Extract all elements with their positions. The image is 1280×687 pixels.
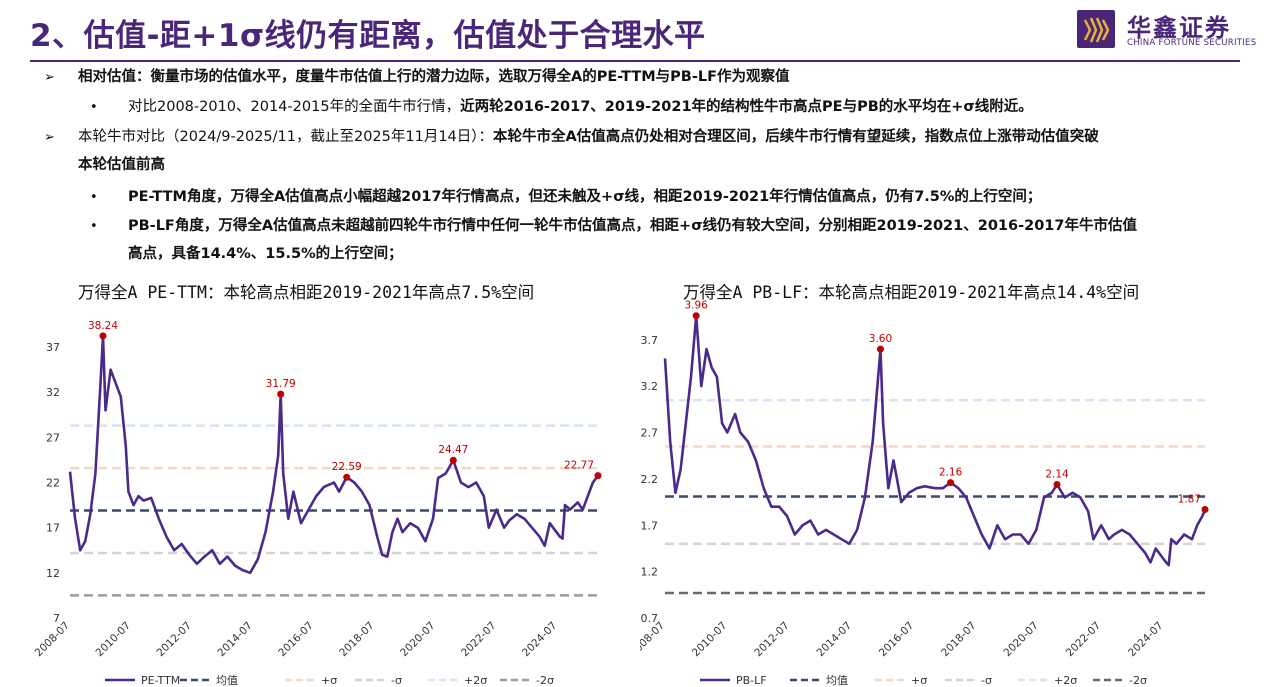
peak-marker: [343, 473, 351, 481]
peak-label: 22.77: [564, 460, 594, 472]
chart-title-pb: 万得全A PB-LF：本轮高点相距2019-2021年高点14.4%空间: [683, 283, 1140, 302]
peak-marker: [277, 390, 285, 398]
dot-bullet-icon: •: [90, 190, 98, 205]
peak-marker: [594, 472, 602, 480]
legend-label: -2σ: [536, 674, 554, 687]
y-tick-label: 3.7: [641, 334, 659, 347]
bullet-2-sub-2-cont: 高点，具备14.4%、15.5%的上行空间；: [128, 244, 403, 264]
x-tick-label: 2018-07: [939, 620, 979, 660]
bullet-2-bold: 本轮牛市全A估值高点仍处相对合理区间，后续牛市行情有望延续，指数点位上涨带动估值…: [493, 129, 1099, 145]
brand-logo-glyph: [1083, 17, 1110, 43]
x-tick-label: 2024-07: [1126, 620, 1166, 660]
dot-bullet-icon: •: [90, 100, 98, 115]
y-tick-label: 2.2: [641, 473, 659, 486]
header-rule: [30, 60, 1240, 62]
bullet-1-sub-plain: 对比2008-2010、2014-2015年的全面牛市行情，: [128, 99, 461, 115]
peak-marker: [99, 332, 107, 340]
bullet-2-sub-1-text: PE-TTM角度，万得全A估值高点小幅超越2017年行情高点，但还未触及+σ线，…: [128, 189, 1042, 205]
peak-label: 24.47: [438, 444, 468, 456]
bullet-1-sub: 对比2008-2010、2014-2015年的全面牛市行情，近两轮2016-20…: [128, 97, 1033, 117]
y-tick-label: 1.7: [641, 519, 659, 532]
y-tick-label: 0.7: [641, 612, 659, 625]
legend-label: +2σ: [464, 674, 487, 687]
x-tick-label: 2020-07: [1001, 620, 1041, 660]
peak-label: 1.87: [1178, 494, 1201, 506]
y-tick-label: 7: [53, 612, 60, 625]
peak-label: 2.14: [1045, 468, 1069, 480]
bullet-2-sub-2-text-cont: 高点，具备14.4%、15.5%的上行空间；: [128, 246, 403, 262]
x-tick-label: 2016-07: [877, 620, 917, 660]
series-line-1: [663, 314, 1207, 567]
x-tick-label: 2020-07: [398, 620, 438, 660]
legend-label: +2σ: [1054, 674, 1077, 687]
peak-label: 31.79: [266, 378, 296, 390]
bullet-2-line-1: 本轮牛市对比（2024/9-2025/11，截止至2025年11月14日）：本轮…: [78, 127, 1099, 147]
bullet-2-sub-1: PE-TTM角度，万得全A估值高点小幅超越2017年行情高点，但还未触及+σ线，…: [128, 187, 1041, 207]
peak-label: 2.16: [939, 467, 963, 479]
x-tick-label: 2010-07: [94, 620, 134, 660]
legend-label: PB-LF: [736, 674, 767, 687]
peak-label: 38.24: [88, 320, 118, 332]
peak-marker: [876, 345, 884, 353]
bullet-2-sub-2: PB-LF角度，万得全A估值高点未超越前四轮牛市行情中任何一轮牛市估值高点，相距…: [128, 216, 1137, 236]
bullet-2-line-2: 本轮估值前高: [78, 155, 165, 175]
bullet-1-highlight: 万得全A的PE-TTM与PB-LF作为观察值: [527, 69, 790, 85]
x-tick-label: 2012-07: [154, 620, 194, 660]
page-title: 2、估值-距+1σ线仍有距离，估值处于合理水平: [30, 18, 706, 54]
y-tick-label: 2.7: [641, 427, 659, 440]
y-tick-label: 22: [46, 477, 60, 490]
x-tick-label: 2012-07: [752, 620, 792, 660]
legend-label: -σ: [981, 674, 992, 687]
legend-label: 均值: [826, 674, 848, 687]
chart-pb-lf: 0.7 1.2 1.7 2.2 2.7 3.2 3.7 2008-07 2010-07 2012-…: [640, 300, 1209, 687]
peak-label: 3.96: [684, 300, 708, 312]
legend-label: -σ: [391, 674, 402, 687]
brand-name-en: CHINA FORTUNE SECURITIES: [1127, 38, 1257, 48]
x-tick-label: 2022-07: [459, 620, 499, 660]
x-tick-label: 2022-07: [1064, 620, 1104, 660]
x-tick-label: 2008-07: [640, 620, 667, 660]
arrow-bullet-icon: ➢: [44, 70, 55, 85]
peak-marker: [1053, 480, 1061, 488]
legend-label: +σ: [911, 674, 927, 687]
legend-label: +σ: [321, 674, 337, 687]
peak-marker: [449, 456, 457, 464]
x-tick-label: 2014-07: [215, 620, 255, 660]
peak-label: 22.59: [332, 461, 362, 473]
chart-title-pe: 万得全A PE-TTM：本轮高点相距2019-2021年高点7.5%空间: [78, 283, 535, 302]
bullet-1-bold: 相对估值：衡量市场的估值水平，度量牛市估值上行的潜力边际，选取: [78, 69, 528, 85]
bullet-relative-valuation: 相对估值：衡量市场的估值水平，度量牛市估值上行的潜力边际，选取万得全A的PE-T…: [78, 67, 790, 87]
bullet-1-sub-bold: 近两轮2016-2017、2019-2021年的结构性牛市高点PE与PB的水平均…: [460, 99, 1033, 115]
legend-label: PE-TTM: [141, 674, 180, 687]
peak-marker: [1201, 506, 1209, 514]
y-tick-label: 27: [46, 431, 60, 444]
x-tick-label: 2008-07: [33, 620, 73, 660]
brand: 华鑫证券 CHINA FORTUNE SECURITIES: [1077, 10, 1277, 50]
y-tick-label: 3.2: [641, 380, 659, 393]
x-tick-label: 2018-07: [337, 620, 377, 660]
bullet-2-sub-2-text: PB-LF角度，万得全A估值高点未超越前四轮牛市行情中任何一轮牛市估值高点，相距…: [128, 218, 1137, 234]
peak-label: 3.60: [869, 333, 892, 345]
bullet-2-plain: 本轮牛市对比（2024/9-2025/11，截止至2025年11月14日）：: [78, 129, 494, 145]
dot-bullet-icon: •: [90, 219, 98, 234]
peak-marker: [692, 312, 700, 320]
chart-pe-ttm: 7 12 17 22 27 32 37 2008-07 2010-07 2012-07 2014-0…: [33, 320, 602, 687]
y-tick-label: 37: [46, 341, 60, 354]
legend-label: 均值: [216, 674, 238, 687]
x-tick-label: 2014-07: [815, 620, 855, 660]
y-tick-label: 32: [46, 386, 60, 399]
x-tick-label: 2010-07: [690, 620, 730, 660]
y-tick-label: 12: [46, 567, 60, 580]
bullet-2-bold-cont: 本轮估值前高: [78, 157, 165, 173]
legend-label: -2σ: [1129, 674, 1147, 687]
brand-logo-icon: [1077, 10, 1115, 48]
series-line-0: [68, 334, 600, 575]
y-tick-label: 1.2: [641, 566, 659, 579]
x-tick-label: 2016-07: [276, 620, 316, 660]
arrow-bullet-icon: ➢: [44, 130, 55, 145]
peak-marker: [947, 479, 955, 487]
y-tick-label: 17: [46, 522, 60, 535]
brand-name-cn: 华鑫证券: [1127, 14, 1231, 42]
x-tick-label: 2024-07: [520, 620, 560, 660]
